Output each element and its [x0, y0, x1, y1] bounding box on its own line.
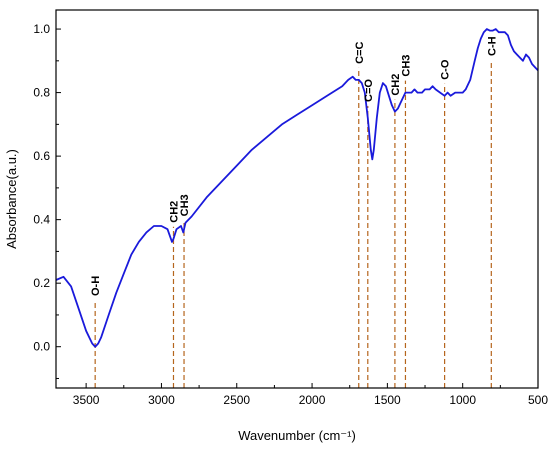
x-tick-label: 2000	[299, 393, 326, 407]
y-tick-label: 0.6	[33, 149, 50, 163]
peak-label: O-H	[90, 276, 102, 296]
peak-label: C=O	[363, 79, 375, 102]
y-tick-label: 0.0	[33, 340, 50, 354]
peak-label: C-O	[440, 59, 452, 80]
peak-label: CH2	[390, 74, 402, 96]
y-tick-label: 0.4	[33, 213, 50, 227]
x-axis-title: Wavenumber (cm⁻¹)	[238, 428, 356, 443]
y-tick-label: 1.0	[33, 22, 50, 36]
peak-label: C-H	[486, 36, 498, 56]
x-tick-label: 2500	[223, 393, 250, 407]
peak-label: CH3	[179, 194, 191, 216]
y-tick-label: 0.2	[33, 276, 50, 290]
series-line	[55, 28, 539, 348]
peak-markers	[94, 60, 492, 388]
y-axis-ticks: 0.0 0.2 0.4 0.6 0.8 1.0	[33, 22, 61, 379]
peak-label: CH3	[400, 55, 412, 77]
x-tick-label: 1500	[374, 393, 401, 407]
peak-label: C=C	[354, 42, 366, 64]
x-tick-label: 3000	[148, 393, 175, 407]
x-tick-label: 3500	[73, 393, 100, 407]
x-tick-label: 1000	[449, 393, 476, 407]
y-axis-title: Absorbance(a.u.)	[4, 149, 19, 249]
x-axis-ticks: 3500 3000 2500 2000 1500 1000 500	[73, 383, 548, 407]
x-tick-label: 500	[528, 393, 548, 407]
y-tick-label: 0.8	[33, 86, 50, 100]
peak-label: CH2	[168, 201, 180, 223]
plot-frame	[55, 9, 539, 389]
